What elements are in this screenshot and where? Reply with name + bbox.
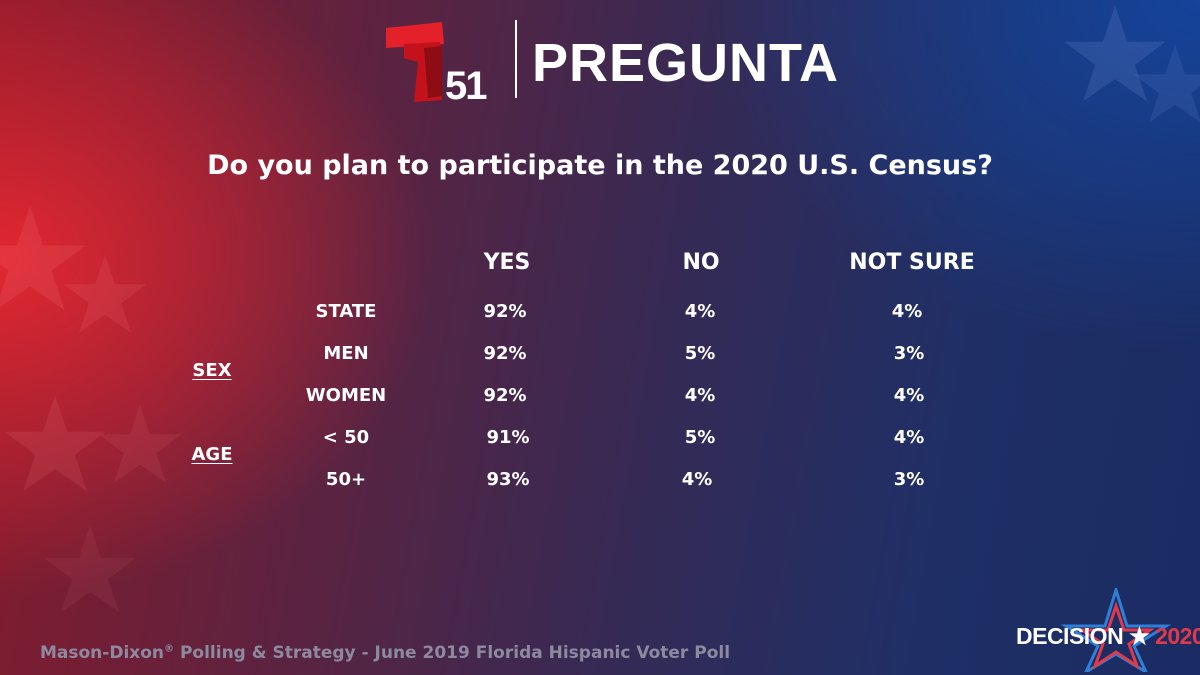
cell-not-sure: 4% — [891, 301, 923, 322]
cell-no: 4% — [684, 301, 716, 322]
cell-not-sure: 4% — [893, 427, 925, 448]
brand-title: PREGUNTA — [532, 33, 840, 93]
column-header-yes: YES — [483, 250, 531, 275]
group-label-age: AGE — [191, 444, 233, 465]
cell-yes: 92% — [483, 343, 527, 364]
cell-not-sure: 3% — [893, 343, 925, 364]
row-label: < 50 — [322, 427, 370, 448]
cell-no: 4% — [684, 385, 716, 406]
group-label-sex: SEX — [192, 360, 232, 381]
background-star-icon — [63, 254, 147, 333]
row-label: STATE — [315, 301, 377, 322]
cell-yes: 92% — [483, 385, 527, 406]
row-label: MEN — [323, 343, 369, 364]
background-star-icon — [44, 525, 136, 612]
badge-star-icon: ★ — [1129, 623, 1150, 649]
decision-2020-badge: DECISION ★ 2020 — [1016, 623, 1200, 650]
source-name: Mason-Dixon — [40, 643, 165, 663]
cell-no: 5% — [684, 427, 716, 448]
source-details: Polling & Strategy - June 2019 Florida H… — [174, 643, 731, 663]
header: 51 PREGUNTA — [0, 18, 1200, 108]
column-header-not-sure: NOT SURE — [849, 250, 975, 275]
cell-not-sure: 3% — [893, 469, 925, 490]
cell-yes: 91% — [486, 427, 530, 448]
background-star-icon — [0, 206, 86, 311]
background-star-icon — [1064, 5, 1166, 102]
row-label: WOMEN — [305, 385, 387, 406]
row-label: 50+ — [325, 469, 367, 490]
cell-no: 4% — [681, 469, 713, 490]
poll-question: Do you plan to participate in the 2020 U… — [207, 150, 993, 181]
cell-not-sure: 4% — [893, 385, 925, 406]
cell-yes: 92% — [483, 301, 527, 322]
badge-word: DECISION — [1016, 623, 1124, 649]
registered-mark: ® — [164, 643, 175, 655]
decision-2020-star-icon — [1060, 588, 1172, 672]
cell-yes: 93% — [486, 469, 530, 490]
source-footer: Mason-Dixon® Polling & Strategy - June 2… — [40, 643, 730, 663]
channel-number: 51 — [445, 64, 487, 108]
badge-year: 2020 — [1155, 623, 1200, 649]
telemundo-t-logo-icon — [386, 22, 444, 102]
cell-no: 5% — [684, 343, 716, 364]
background-star-icon — [4, 395, 106, 492]
background-star-icon — [1133, 44, 1200, 123]
header-divider — [515, 20, 517, 98]
column-header-no: NO — [682, 250, 720, 275]
background-star-icon — [98, 404, 182, 483]
